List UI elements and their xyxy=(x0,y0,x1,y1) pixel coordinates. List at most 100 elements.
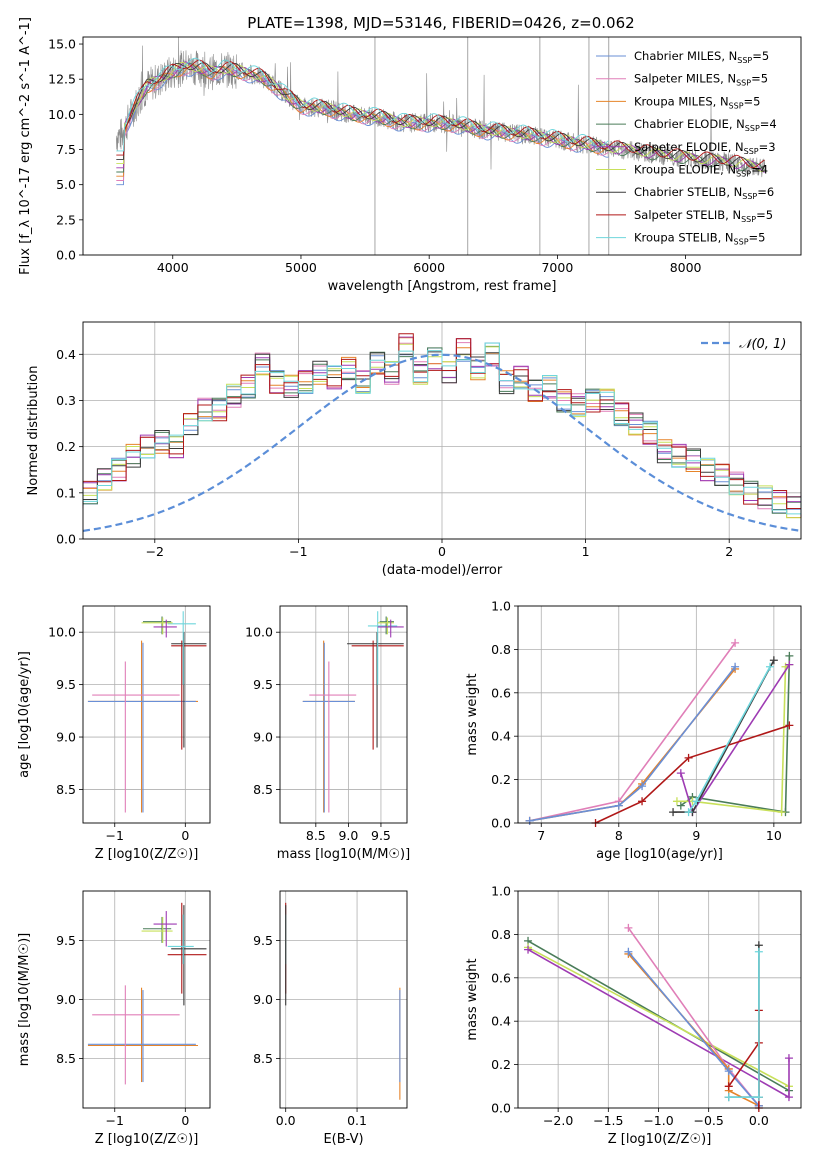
x-tick-label: 2 xyxy=(725,544,733,559)
legend-suffix: =3 xyxy=(759,140,776,154)
residuals-frame xyxy=(82,321,802,540)
y-tick-label: 9.5 xyxy=(253,677,273,692)
weight-vs-Z-xlabel: Z [log10(Z/Z☉)] xyxy=(608,1132,712,1147)
y-tick-label: 9.5 xyxy=(253,933,273,948)
weight-line-salpeter-elodie xyxy=(680,664,791,814)
legend-entry: Salpeter ELODIE, NSSP=3 xyxy=(634,140,776,156)
spectrum-frame xyxy=(82,36,802,256)
x-tick-label: 0 xyxy=(181,828,189,843)
x-tick-label: −1 xyxy=(106,1113,124,1128)
weight-marker xyxy=(784,1093,793,1102)
y-tick-label: 0.8 xyxy=(491,927,511,942)
model-spectrum-kroupa-miles xyxy=(116,64,609,177)
weight-marker xyxy=(524,945,533,954)
age-vs-Z-xlabel: Z [log10(Z/Z☉)] xyxy=(95,847,199,862)
weight-marker xyxy=(638,797,647,806)
y-tick-label: 12.5 xyxy=(48,72,76,87)
x-tick-label: 8000 xyxy=(670,260,702,275)
mass-vs-Z-ylabel: mass [log10(M/M☉)] xyxy=(17,933,32,1066)
x-tick-label: 9.5 xyxy=(371,828,391,843)
weight-vs-age-ylabel: mass weight xyxy=(465,673,480,755)
legend-entry: 𝒩(0, 1) xyxy=(739,337,786,352)
y-tick-label: 0.0 xyxy=(491,1101,511,1116)
weight-marker xyxy=(638,782,647,791)
weight-marker xyxy=(669,808,678,817)
legend-label: Kroupa STELIB, N xyxy=(634,231,734,245)
age-vs-Z-frame xyxy=(82,605,211,824)
weight-marker xyxy=(731,662,740,671)
x-tick-label: −1 xyxy=(289,544,307,559)
legend-label: Salpeter MILES, N xyxy=(634,72,736,86)
weight-line-chabrier-miles xyxy=(529,666,736,822)
weight-line-chabrier-elodie xyxy=(527,940,790,1092)
y-tick-label: 2.5 xyxy=(56,212,76,227)
legend-label: Chabrier ELODIE, N xyxy=(634,117,745,131)
weight-marker xyxy=(785,651,794,660)
legend-sub: SSP xyxy=(745,124,760,133)
y-tick-label: 0.0 xyxy=(56,532,76,547)
age-vs-Z-axes: −1 0 8.5 9.0 9.5 10.0 xyxy=(48,606,210,843)
model-spectrum-kroupa-stelib xyxy=(116,57,609,152)
age-vs-Z-ylabel: age [log10(age/yr)] xyxy=(17,651,32,778)
x-tick-label: 5000 xyxy=(285,260,317,275)
legend-sub: SSP xyxy=(741,215,756,224)
age-vs-mass-axes: 8.5 9.0 9.5 8.5 9.0 9.5 10.0 xyxy=(245,606,407,843)
residuals-legend: 𝒩(0, 1) xyxy=(701,337,786,352)
residuals-axes: −2 −1 0 1 2 0.0 0.1 0.2 0.3 0.4 xyxy=(56,322,802,559)
residuals-ylabel: Normed distribution xyxy=(26,366,41,496)
y-tick-label: 9.0 xyxy=(253,730,273,745)
model-spectrum-chabrier-miles xyxy=(116,68,609,186)
mass-vs-EBV-xlabel: E(B-V) xyxy=(323,1132,363,1147)
weight-marker xyxy=(525,816,534,825)
weight-marker xyxy=(624,947,633,956)
model-spectrum-kroupa-elodie xyxy=(116,61,765,172)
gaussian-curve xyxy=(82,353,802,532)
y-tick-label: 8.5 xyxy=(56,1051,76,1066)
weight-marker xyxy=(784,1054,793,1063)
y-tick-label: 0.4 xyxy=(491,729,511,744)
y-tick-label: 0.2 xyxy=(56,439,76,454)
y-tick-label: 8.5 xyxy=(56,782,76,797)
x-tick-label: −1.0 xyxy=(643,1113,673,1128)
legend-entry: Kroupa MILES, NSSP=5 xyxy=(634,94,760,110)
legend-suffix: =5 xyxy=(752,49,769,63)
weight-marker xyxy=(684,808,693,817)
weight-marker xyxy=(765,662,774,671)
weight-marker xyxy=(777,808,786,817)
weight-marker xyxy=(785,660,794,669)
x-tick-label: 0.1 xyxy=(347,1113,367,1128)
weight-marker xyxy=(754,1093,763,1102)
weight-marker xyxy=(724,1067,733,1076)
x-tick-label: 0 xyxy=(181,1113,189,1128)
x-tick-label: 9 xyxy=(692,828,700,843)
figure-title: PLATE=1398, MJD=53146, FIBERID=0426, z=0… xyxy=(247,14,634,32)
y-tick-label: 0.1 xyxy=(56,485,76,500)
legend-suffix: =5 xyxy=(749,231,766,245)
age-vs-mass-xlabel: mass [log10(M/M☉)] xyxy=(277,847,410,862)
legend-sub: SSP xyxy=(736,170,751,179)
y-tick-label: 10.0 xyxy=(48,625,76,640)
spectrum-xlabel: wavelength [Angstrom, rest frame] xyxy=(328,279,557,294)
spectrum-ylabel: Flux [f_λ 10^-17 erg cm^-2 s^-1 A^-1] xyxy=(18,17,33,275)
mass-vs-EBV-axes: 0.0 0.1 8.5 9.0 9.5 xyxy=(253,891,407,1128)
weight-marker xyxy=(676,801,685,810)
weight-vs-age-axes: 7 8 9 10 0.0 0.2 0.4 0.6 0.8 1.0 xyxy=(491,599,801,843)
y-tick-label: 0.6 xyxy=(491,685,511,700)
weight-marker xyxy=(624,923,633,932)
mass-vs-EBV-frame xyxy=(279,890,408,1109)
legend-suffix: =4 xyxy=(760,117,777,131)
weight-marker xyxy=(614,801,623,810)
age-vs-mass-frame xyxy=(279,605,408,824)
y-tick-label: 9.0 xyxy=(56,730,76,745)
weight-vs-age-frame xyxy=(517,605,802,824)
legend-entry: Salpeter MILES, NSSP=5 xyxy=(634,72,768,88)
weight-line-salpeter-stelib xyxy=(595,724,790,823)
x-tick-label: −1.5 xyxy=(593,1113,623,1128)
x-tick-label: 9.0 xyxy=(338,828,358,843)
legend-entry: Chabrier ELODIE, NSSP=4 xyxy=(634,117,777,133)
weight-marker xyxy=(692,797,701,806)
mass-vs-Z-frame xyxy=(82,890,211,1109)
y-tick-label: 10.0 xyxy=(48,107,76,122)
weight-vs-Z-ylabel: mass weight xyxy=(465,958,480,1040)
